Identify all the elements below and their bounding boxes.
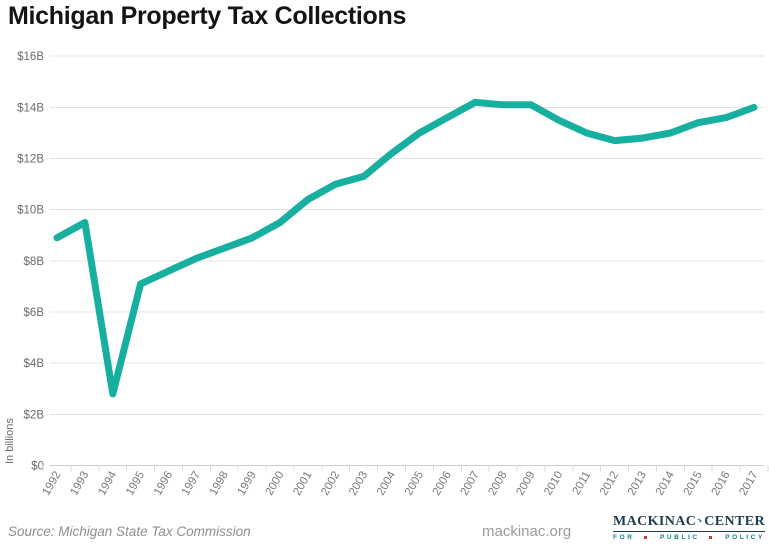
y-axis-tick-label: $0 bbox=[31, 461, 44, 473]
y-axis-tick-label: $16B bbox=[17, 51, 44, 63]
y-axis-tick-label: $4B bbox=[24, 358, 45, 370]
tagline-word: FOR bbox=[613, 533, 635, 541]
y-axis-tick-label: $6B bbox=[24, 307, 45, 319]
x-axis-year-label: 1998 bbox=[208, 470, 231, 498]
x-axis-year-label: 2002 bbox=[319, 470, 342, 498]
y-axis-tick-label: $14B bbox=[17, 102, 44, 114]
x-axis-year-label: 1995 bbox=[124, 470, 147, 498]
x-axis-year-label: 2007 bbox=[459, 470, 482, 498]
x-axis-year-label: 2017 bbox=[737, 470, 760, 498]
x-axis-year-label: 2005 bbox=[403, 470, 426, 498]
x-axis-year-label: 2015 bbox=[682, 470, 705, 498]
x-axis-year-label: 2000 bbox=[263, 470, 286, 498]
y-axis-unit-label: In billions bbox=[4, 418, 16, 464]
michigan-state-icon bbox=[697, 518, 702, 523]
chart-title: Michigan Property Tax Collections bbox=[8, 2, 407, 30]
logo-text-mackinac: MACKINAC bbox=[613, 514, 697, 529]
y-axis-tick-label: $10B bbox=[17, 205, 44, 217]
logo-divider bbox=[613, 530, 765, 532]
x-axis-year-label: 1994 bbox=[96, 469, 119, 498]
x-axis-year-label: 2010 bbox=[542, 470, 565, 498]
tagline-word: POLICY bbox=[725, 533, 765, 541]
x-axis-year-label: 1993 bbox=[68, 470, 91, 498]
x-axis-year-label: 1997 bbox=[180, 470, 203, 498]
logo-tagline: FOR PUBLIC POLICY bbox=[613, 534, 765, 541]
source-note: Source: Michigan State Tax Commission bbox=[8, 524, 251, 539]
mackinac-center-logo: MACKINAC CENTER FOR PUBLIC POLICY bbox=[613, 511, 765, 541]
x-axis-year-label: 2012 bbox=[598, 470, 621, 498]
tagline-word: PUBLIC bbox=[659, 533, 700, 541]
tagline-separator-dot bbox=[644, 535, 648, 539]
x-axis-year-label: 2008 bbox=[486, 470, 509, 498]
x-axis-year-label: 2011 bbox=[571, 470, 594, 497]
y-axis-tick-label: $12B bbox=[17, 154, 44, 166]
website-label: mackinac.org bbox=[482, 523, 572, 540]
x-axis-year-label: 2004 bbox=[375, 469, 398, 498]
y-axis-tick-label: $8B bbox=[24, 256, 45, 268]
x-axis-year-label: 2016 bbox=[710, 470, 733, 498]
y-axis-tick-label: $2B bbox=[24, 409, 45, 421]
x-axis-year-label: 2001 bbox=[291, 470, 314, 498]
x-axis-year-label: 2009 bbox=[514, 470, 537, 498]
tax-collections-line bbox=[53, 98, 758, 398]
logo-name: MACKINAC CENTER bbox=[613, 511, 765, 529]
x-axis-year-label: 1992 bbox=[40, 470, 63, 498]
tagline-separator-dot bbox=[709, 535, 713, 539]
x-axis-year-label: 1999 bbox=[236, 470, 259, 498]
x-axis-year-label: 2003 bbox=[347, 470, 370, 498]
x-axis-year-label: 1996 bbox=[152, 470, 175, 498]
x-axis-year-label: 2014 bbox=[654, 469, 677, 498]
x-axis-year-label: 2013 bbox=[626, 470, 649, 498]
x-axis-year-label: 2006 bbox=[431, 470, 454, 498]
logo-text-center: CENTER bbox=[704, 514, 765, 529]
